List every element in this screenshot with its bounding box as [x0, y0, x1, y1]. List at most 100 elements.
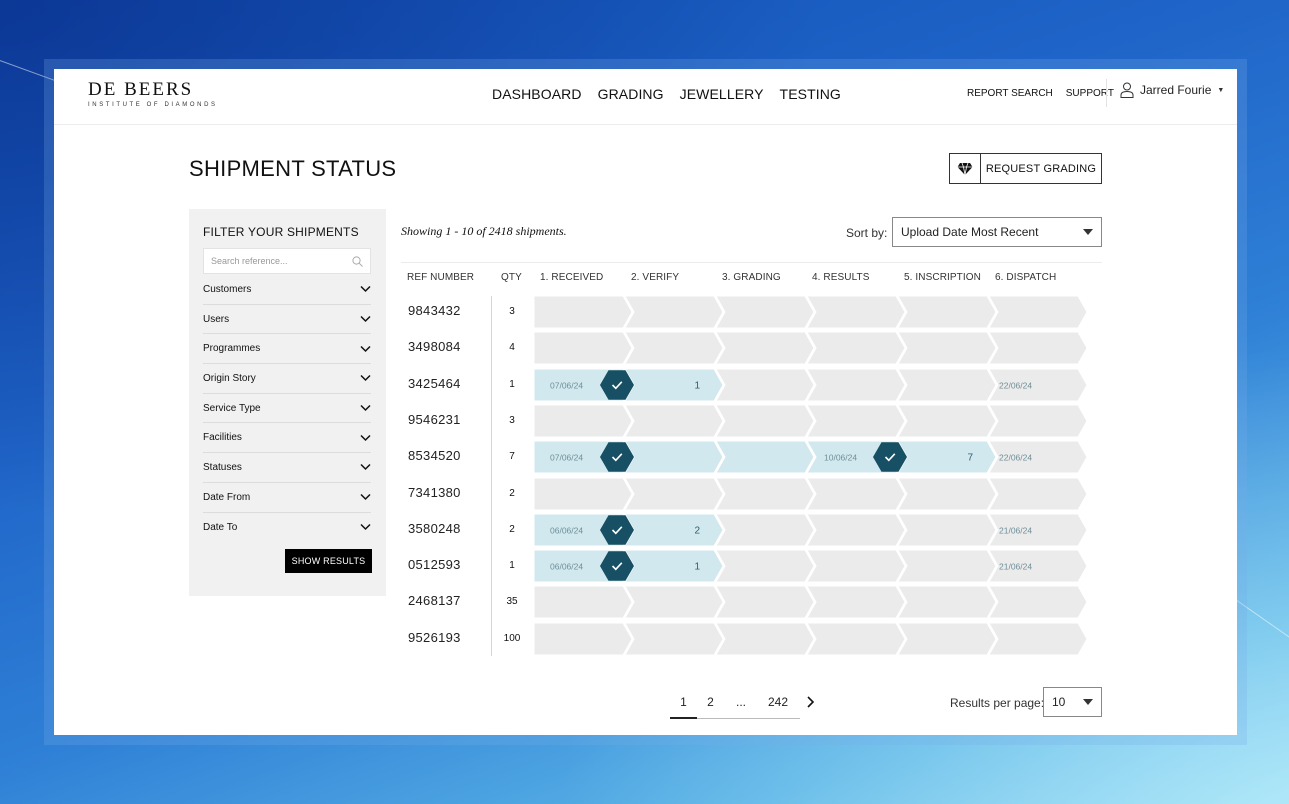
stage-track: 06/06/24 1 21/06/24: [533, 549, 1092, 583]
logo[interactable]: DE BEERS INSTITUTE OF DIAMONDS: [88, 79, 218, 108]
page-1-link[interactable]: 1: [680, 695, 687, 709]
page-ellipsis: ...: [735, 695, 746, 709]
qty-value: 2: [509, 488, 515, 499]
stage-track: [533, 585, 1092, 619]
filter-customers[interactable]: Customers: [203, 275, 371, 305]
table-row[interactable]: 9843432 3: [401, 295, 1101, 329]
col-header-results: 4. RESULTS: [812, 272, 870, 283]
nav-dashboard[interactable]: DASHBOARD: [492, 86, 582, 102]
stage-segment: [715, 477, 815, 511]
stage-segment: [624, 331, 724, 365]
table-row[interactable]: 9546231 3: [401, 404, 1101, 438]
filter-programmes[interactable]: Programmes: [203, 334, 371, 365]
support-link[interactable]: SUPPORT: [1065, 88, 1114, 99]
filter-origin-story[interactable]: Origin Story: [203, 364, 371, 394]
filter-date-from[interactable]: Date From: [203, 483, 371, 513]
page-2-link[interactable]: 2: [707, 695, 714, 709]
table-row[interactable]: 0512593 1 06/06/24 1 21/06/24: [401, 549, 1101, 583]
chevron-down-icon: [360, 524, 371, 531]
stage-segment: [897, 622, 997, 656]
filter-date-to[interactable]: Date To: [203, 513, 371, 543]
stage-segment: [897, 440, 997, 474]
table-row[interactable]: 8534520 7 07/06/24 10/06/24 7 22/06/24: [401, 440, 1101, 474]
stage-segment: [533, 585, 633, 619]
user-name: Jarred Fourie: [1140, 83, 1212, 97]
col-header-ref: REF NUMBER: [407, 272, 475, 283]
dispatch-date: 21/06/24: [999, 526, 1032, 536]
stage-segment: [715, 549, 815, 583]
filter-users[interactable]: Users: [203, 305, 371, 335]
stage-segment: [806, 331, 906, 365]
stage-track: [533, 331, 1092, 365]
stage-track-graphic: 07/06/24 10/06/24 7 22/06/24: [533, 440, 1088, 474]
table-row[interactable]: 2468137 35: [401, 585, 1101, 619]
filter-label: Customers: [203, 283, 252, 295]
stage-segment: [624, 622, 724, 656]
stage-segment: [897, 368, 997, 402]
qty-value: 3: [509, 415, 515, 426]
table-row[interactable]: 3580248 2 06/06/24 2 21/06/24: [401, 513, 1101, 547]
sort-value: Upload Date Most Recent: [901, 225, 1039, 239]
show-results-button[interactable]: SHOW RESULTS: [285, 549, 372, 573]
request-grading-label: REQUEST GRADING: [985, 162, 1097, 175]
chevron-right-icon[interactable]: [802, 695, 820, 709]
filter-statuses[interactable]: Statuses: [203, 453, 371, 483]
results-per-page-select[interactable]: 10: [1043, 687, 1102, 717]
table-row[interactable]: 9526193 100: [401, 622, 1101, 656]
qty-value: 4: [509, 342, 515, 353]
filter-list: Customers Users Programmes Origin Story Serv…: [203, 275, 371, 542]
stage-track: [533, 477, 1092, 511]
chevron-down-icon: [360, 345, 371, 352]
table-row[interactable]: 3425464 1 07/06/24 1 22/06/24: [401, 368, 1101, 402]
nav-grading[interactable]: GRADING: [597, 86, 664, 102]
check-badge-icon: [600, 370, 634, 400]
check-badge-icon: [600, 442, 634, 472]
results-per-page-value: 10: [1052, 695, 1066, 709]
stage-segment: [988, 404, 1088, 438]
table-row[interactable]: 3498084 4: [401, 331, 1101, 365]
stage-segment: [988, 331, 1088, 365]
logo-tagline: INSTITUTE OF DIAMONDS: [88, 102, 218, 108]
stage-track-graphic: 06/06/24 1 21/06/24: [533, 549, 1088, 583]
filter-facilities[interactable]: Facilities: [203, 423, 371, 454]
stage-track-graphic: [533, 295, 1088, 329]
page-title: SHIPMENT STATUS: [189, 156, 397, 181]
stage-segment: [988, 477, 1088, 511]
stage-segment: [897, 477, 997, 511]
logo-wordmark: DE BEERS: [88, 79, 194, 100]
user-menu[interactable]: Jarred Fourie ▼: [1120, 82, 1224, 98]
dropdown-arrow-icon: [1083, 229, 1093, 235]
search-input[interactable]: [211, 256, 352, 266]
stage-segment: [897, 404, 997, 438]
ref-number: 2468137: [408, 593, 461, 608]
received-date: 06/06/24: [550, 562, 583, 572]
search-icon[interactable]: [352, 255, 363, 267]
stage-segment: [715, 622, 815, 656]
stage-segment: [533, 404, 633, 438]
request-grading-button[interactable]: REQUEST GRADING: [949, 153, 1102, 184]
ref-number: 8534520: [408, 448, 461, 463]
filter-service-type[interactable]: Service Type: [203, 394, 371, 424]
stage-count: 7: [967, 453, 973, 464]
dispatch-date: 21/06/24: [999, 562, 1032, 572]
table-row[interactable]: 7341380 2: [401, 477, 1101, 511]
stage-segment: [715, 404, 815, 438]
caret-down-icon: ▼: [1217, 86, 1225, 94]
qty-value: 35: [506, 596, 518, 607]
sort-select[interactable]: Upload Date Most Recent: [892, 217, 1102, 247]
nav-jewellery[interactable]: JEWELLERY: [679, 86, 764, 102]
col-header-dispatch: 6. DISPATCH: [995, 272, 1057, 283]
header-rule: [401, 262, 1102, 263]
page-242-link[interactable]: 242: [767, 695, 789, 709]
stage-track: 07/06/24 10/06/24 7 22/06/24: [533, 440, 1092, 474]
stage-track-graphic: 06/06/24 2 21/06/24: [533, 513, 1088, 547]
report-search-link[interactable]: REPORT SEARCH: [967, 88, 1053, 99]
search-box: [203, 248, 371, 274]
filter-label: Statuses: [203, 461, 242, 473]
ref-number: 0512593: [408, 557, 461, 572]
chevron-down-icon: [360, 316, 371, 323]
main-nav: DASHBOARD GRADING JEWELLERY TESTING: [492, 86, 841, 102]
nav-testing[interactable]: TESTING: [779, 86, 841, 102]
stage-segment: [533, 331, 633, 365]
stage-segment: [988, 440, 1088, 474]
